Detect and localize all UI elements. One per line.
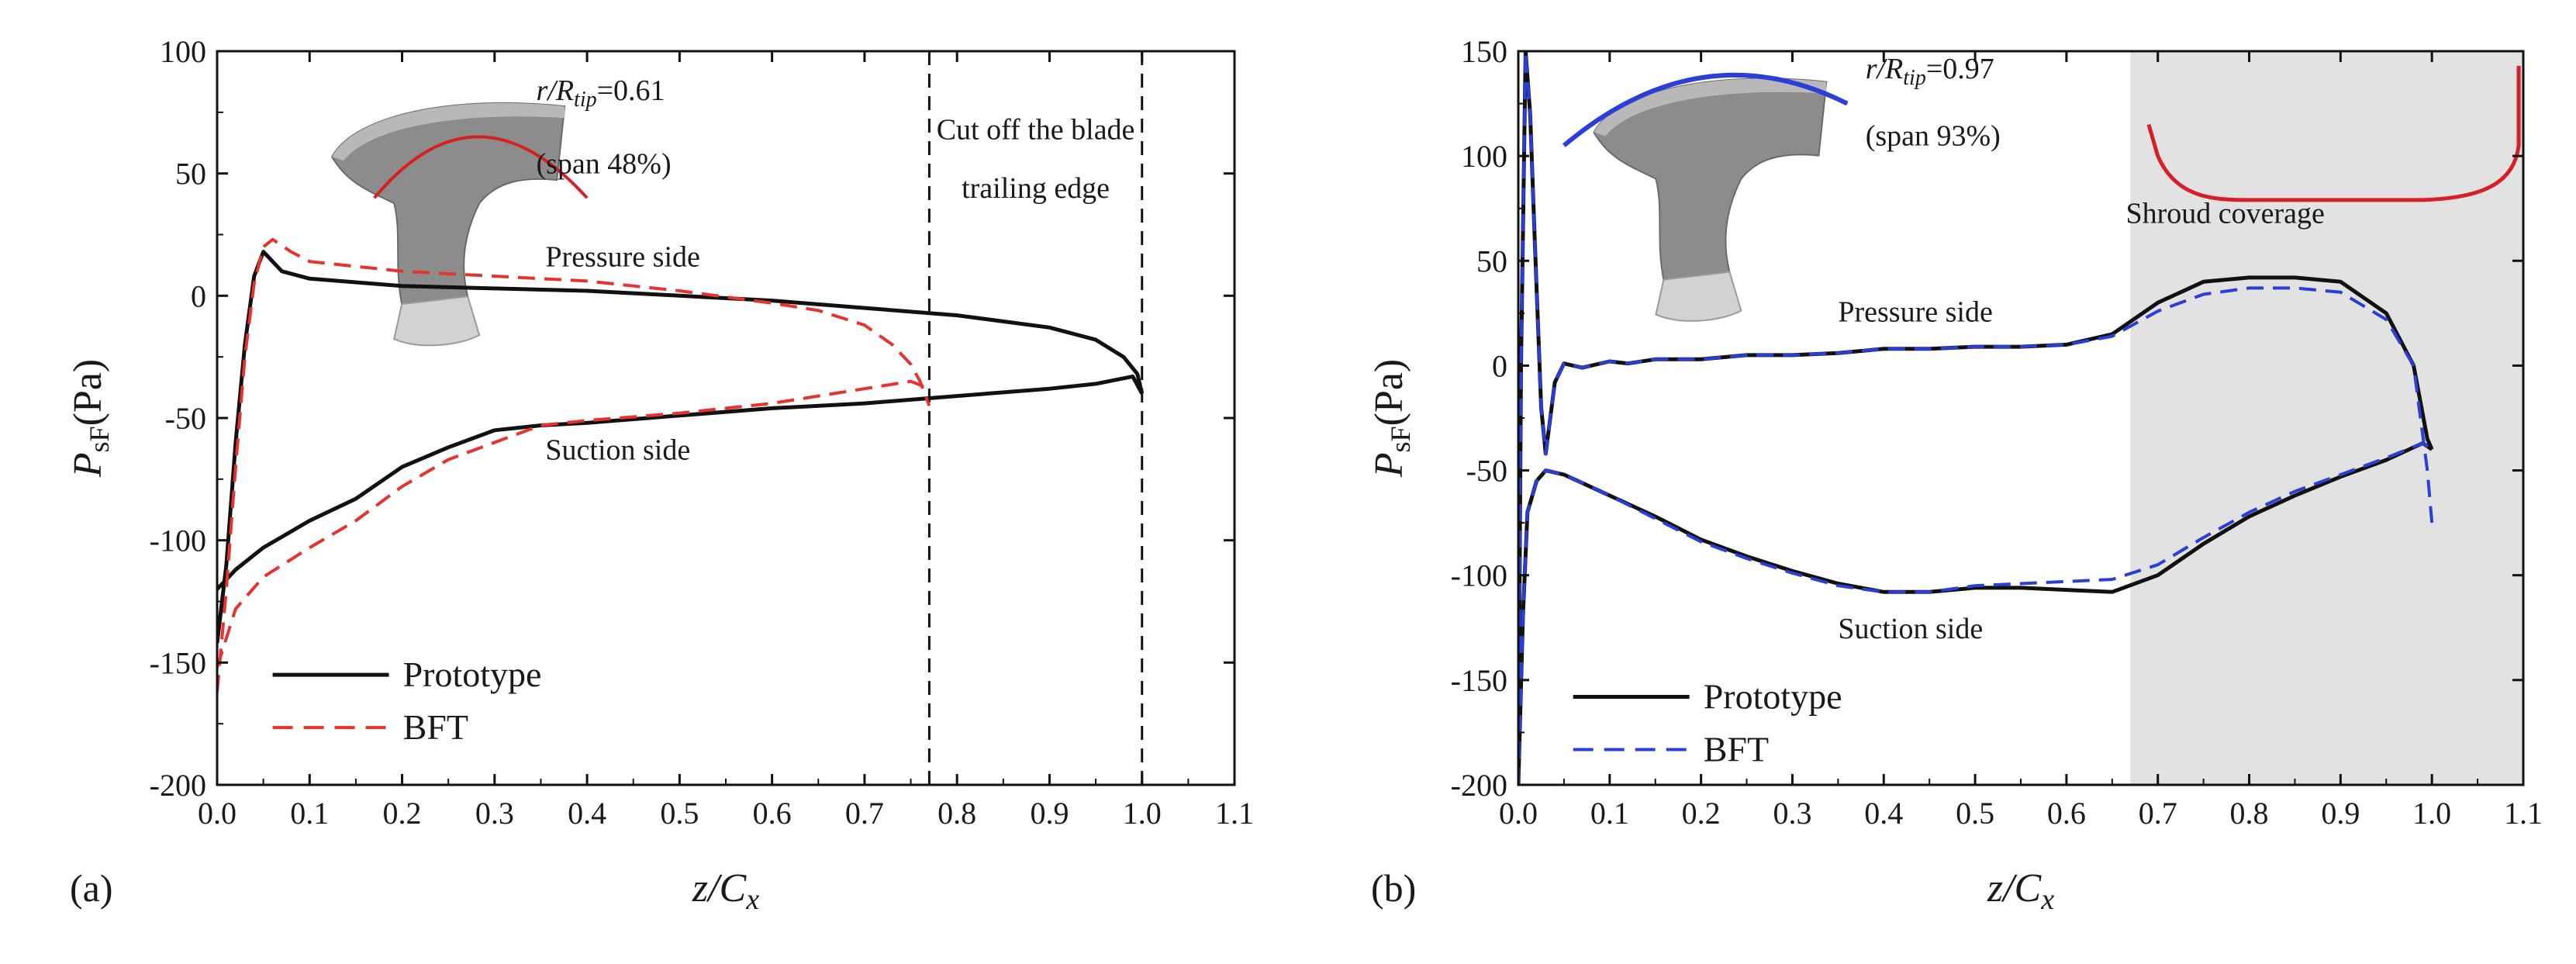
y-label-sub: sF	[84, 426, 115, 452]
x-axis-label: z/Cx	[692, 866, 759, 916]
y-axis-label: PsF(Pa)	[66, 359, 115, 478]
radius-ratio-label: r/Rtip=0.61	[536, 74, 665, 112]
y-tick-label: 0	[191, 278, 206, 313]
y-label-unit: (Pa)	[1367, 359, 1411, 427]
x-tick-label: 0.3	[475, 796, 514, 831]
x-tick-label: 0.5	[660, 796, 699, 831]
x-label-main: z/C	[1987, 866, 2042, 910]
suction-side-label: Suction side	[1838, 613, 1983, 645]
y-tick-label: -150	[150, 645, 206, 680]
cut-annotation-line2: trailing edge	[962, 172, 1110, 205]
x-tick-label: 0.1	[290, 796, 329, 831]
pressure-side-label: Pressure side	[545, 240, 699, 273]
x-label-main: z/C	[692, 866, 748, 910]
blade-illustration	[331, 102, 566, 347]
blade-illustration	[1593, 78, 1828, 322]
x-axis-label: z/Cx	[1987, 866, 2054, 916]
series-group	[217, 237, 1145, 693]
x-tick-label: 0.5	[1956, 796, 1994, 831]
legend: Prototype BFT	[1573, 676, 1842, 769]
legend-label: Prototype	[403, 655, 542, 694]
blade-hub	[393, 295, 481, 347]
x-tick-label: 0.4	[568, 796, 606, 831]
x-tick-label: 0.7	[2139, 796, 2177, 831]
ratio-sub: tip	[1903, 66, 1926, 90]
x-tick-label: 0.0	[198, 796, 237, 831]
y-tick-label: 0	[1492, 348, 1507, 383]
chart-panel-a: r/Rtip=0.61 (span 48%) Cut off the blade tr…	[66, 34, 1254, 916]
y-tick-label: -100	[1451, 558, 1507, 593]
shroud-label: Shroud coverage	[2125, 198, 2324, 230]
y-tick-label: 50	[175, 157, 206, 192]
y-label-sub: sF	[1385, 426, 1416, 452]
x-tick-label: 1.0	[2412, 796, 2451, 831]
x-tick-label: 0.9	[2321, 796, 2360, 831]
suction-side-label: Suction side	[545, 434, 690, 467]
x-tick-label: 0.8	[2230, 796, 2269, 831]
x-tick-label: 0.8	[938, 796, 976, 831]
y-tick-label: -150	[1451, 663, 1507, 698]
y-tick-label: 50	[1476, 244, 1507, 278]
y-axis-label: PsF(Pa)	[1367, 359, 1416, 478]
chart-panel-b: r/Rtip=0.97 (span 93%) Shroud coverage Pres…	[1367, 34, 2543, 916]
series-group	[1518, 51, 2434, 785]
panel-label: (a)	[70, 866, 113, 910]
shroud-region	[2130, 51, 2523, 785]
blade-hub	[1655, 271, 1742, 322]
inset-b: r/Rtip=0.97 (span 93%)	[1562, 53, 2521, 322]
span-label: (span 48%)	[536, 148, 671, 181]
legend-label: BFT	[1704, 729, 1769, 769]
pressure-side-label: Pressure side	[1838, 296, 1992, 329]
radius-ratio-label: r/Rtip=0.97	[1866, 53, 1994, 90]
series-line-2	[1518, 51, 2434, 785]
legend-label: Prototype	[1704, 676, 1842, 716]
cut-annotation-line1: Cut off the blade	[937, 114, 1135, 147]
ratio-value: =0.97	[1926, 53, 1994, 85]
x-tick-label: 0.2	[1682, 796, 1721, 831]
x-tick-label: 0.2	[383, 796, 422, 831]
x-tick-label: 1.1	[2504, 796, 2543, 831]
ratio-value: =0.61	[597, 74, 665, 107]
y-tick-label: -200	[1451, 768, 1507, 803]
x-tick-label: 0.7	[845, 796, 884, 831]
inset-a: r/Rtip=0.61 (span 48%)	[331, 74, 672, 347]
span-label: (span 93%)	[1866, 120, 2001, 153]
x-tick-label: 0.9	[1030, 796, 1069, 831]
y-label-main: P	[66, 452, 110, 478]
x-tick-label: 0.0	[1499, 796, 1538, 831]
legend-label: BFT	[403, 707, 468, 747]
panel-label: (b)	[1371, 866, 1416, 910]
y-tick-label: 150	[1461, 34, 1507, 69]
y-label-unit: (Pa)	[66, 359, 110, 427]
series-line-3	[1518, 441, 2433, 785]
series-line-1	[217, 374, 1144, 591]
y-tick-label: -100	[150, 523, 206, 558]
y-tick-label: 100	[160, 34, 206, 69]
series-line-2	[217, 237, 931, 693]
x-tick-label: 0.6	[753, 796, 792, 831]
x-tick-label: 0.3	[1773, 796, 1811, 831]
shroud-outline	[2146, 65, 2521, 202]
y-tick-label: -50	[1466, 454, 1507, 489]
series-line-3	[217, 379, 931, 669]
x-tick-label: 0.6	[2047, 796, 2086, 831]
tip-span-line	[1562, 72, 1849, 147]
y-tick-label: -50	[165, 401, 206, 436]
y-tick-label: 100	[1461, 139, 1507, 174]
x-tick-label: 1.1	[1215, 796, 1254, 831]
x-label-sub: x	[745, 883, 759, 916]
y-label-main: P	[1367, 452, 1411, 478]
span-cut-line	[373, 135, 589, 199]
x-tick-label: 0.1	[1590, 796, 1629, 831]
blade-highlight	[332, 102, 565, 161]
x-tick-label: 0.4	[1864, 796, 1903, 831]
ratio-sub: tip	[574, 88, 597, 112]
ratio-prefix: r/R	[536, 74, 574, 107]
legend: Prototype BFT	[272, 655, 542, 747]
x-label-sub: x	[2040, 883, 2054, 916]
y-tick-label: -200	[150, 768, 206, 803]
x-tick-label: 1.0	[1123, 796, 1162, 831]
